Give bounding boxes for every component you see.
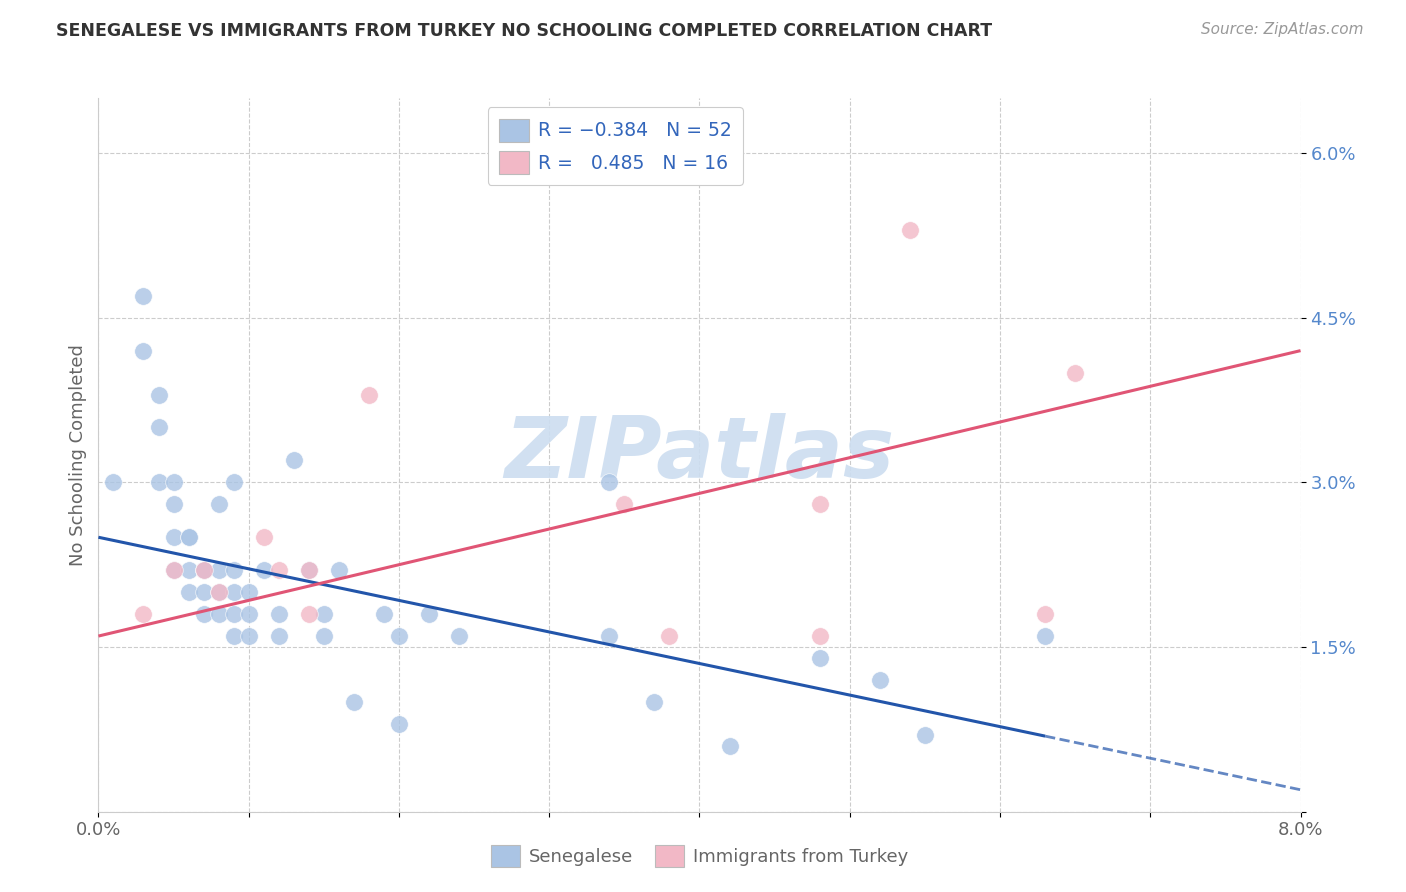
Point bbox=[238, 607, 260, 621]
Point bbox=[177, 585, 200, 599]
Point bbox=[267, 629, 290, 643]
Point bbox=[193, 607, 215, 621]
Legend: Senegalese, Immigrants from Turkey: Senegalese, Immigrants from Turkey bbox=[484, 838, 915, 874]
Point bbox=[388, 629, 411, 643]
Point bbox=[193, 563, 215, 577]
Point bbox=[418, 607, 440, 621]
Point bbox=[208, 585, 231, 599]
Point bbox=[132, 289, 155, 303]
Point bbox=[222, 629, 245, 643]
Point bbox=[808, 497, 831, 511]
Point bbox=[103, 475, 125, 490]
Point bbox=[328, 563, 350, 577]
Point bbox=[162, 563, 184, 577]
Text: Source: ZipAtlas.com: Source: ZipAtlas.com bbox=[1201, 22, 1364, 37]
Point bbox=[613, 497, 636, 511]
Point bbox=[253, 563, 276, 577]
Point bbox=[598, 475, 620, 490]
Point bbox=[898, 223, 921, 237]
Point bbox=[148, 387, 170, 401]
Point bbox=[162, 475, 184, 490]
Point bbox=[148, 475, 170, 490]
Point bbox=[447, 629, 470, 643]
Point bbox=[208, 563, 231, 577]
Point bbox=[357, 387, 380, 401]
Point bbox=[298, 563, 321, 577]
Text: ZIPatlas: ZIPatlas bbox=[505, 413, 894, 497]
Point bbox=[177, 530, 200, 544]
Point bbox=[222, 607, 245, 621]
Point bbox=[222, 585, 245, 599]
Point bbox=[643, 695, 665, 709]
Point bbox=[658, 629, 681, 643]
Point bbox=[162, 530, 184, 544]
Point bbox=[177, 530, 200, 544]
Point bbox=[162, 563, 184, 577]
Point bbox=[598, 629, 620, 643]
Point bbox=[1064, 366, 1087, 380]
Point bbox=[388, 717, 411, 731]
Point bbox=[253, 530, 276, 544]
Point bbox=[718, 739, 741, 753]
Point bbox=[267, 607, 290, 621]
Point bbox=[193, 563, 215, 577]
Point bbox=[343, 695, 366, 709]
Point bbox=[914, 728, 936, 742]
Point bbox=[208, 497, 231, 511]
Point bbox=[267, 563, 290, 577]
Point bbox=[208, 585, 231, 599]
Point bbox=[312, 629, 335, 643]
Point bbox=[298, 563, 321, 577]
Y-axis label: No Schooling Completed: No Schooling Completed bbox=[69, 344, 87, 566]
Point bbox=[869, 673, 891, 687]
Point bbox=[808, 651, 831, 665]
Point bbox=[312, 607, 335, 621]
Point bbox=[148, 420, 170, 434]
Point bbox=[177, 563, 200, 577]
Point bbox=[283, 453, 305, 467]
Point bbox=[162, 497, 184, 511]
Point bbox=[222, 475, 245, 490]
Point bbox=[193, 563, 215, 577]
Point bbox=[222, 563, 245, 577]
Point bbox=[1033, 629, 1056, 643]
Point bbox=[132, 607, 155, 621]
Point bbox=[132, 343, 155, 358]
Point bbox=[238, 585, 260, 599]
Point bbox=[208, 607, 231, 621]
Point bbox=[238, 629, 260, 643]
Point bbox=[298, 607, 321, 621]
Point bbox=[808, 629, 831, 643]
Point bbox=[1033, 607, 1056, 621]
Text: SENEGALESE VS IMMIGRANTS FROM TURKEY NO SCHOOLING COMPLETED CORRELATION CHART: SENEGALESE VS IMMIGRANTS FROM TURKEY NO … bbox=[56, 22, 993, 40]
Point bbox=[373, 607, 395, 621]
Point bbox=[193, 585, 215, 599]
